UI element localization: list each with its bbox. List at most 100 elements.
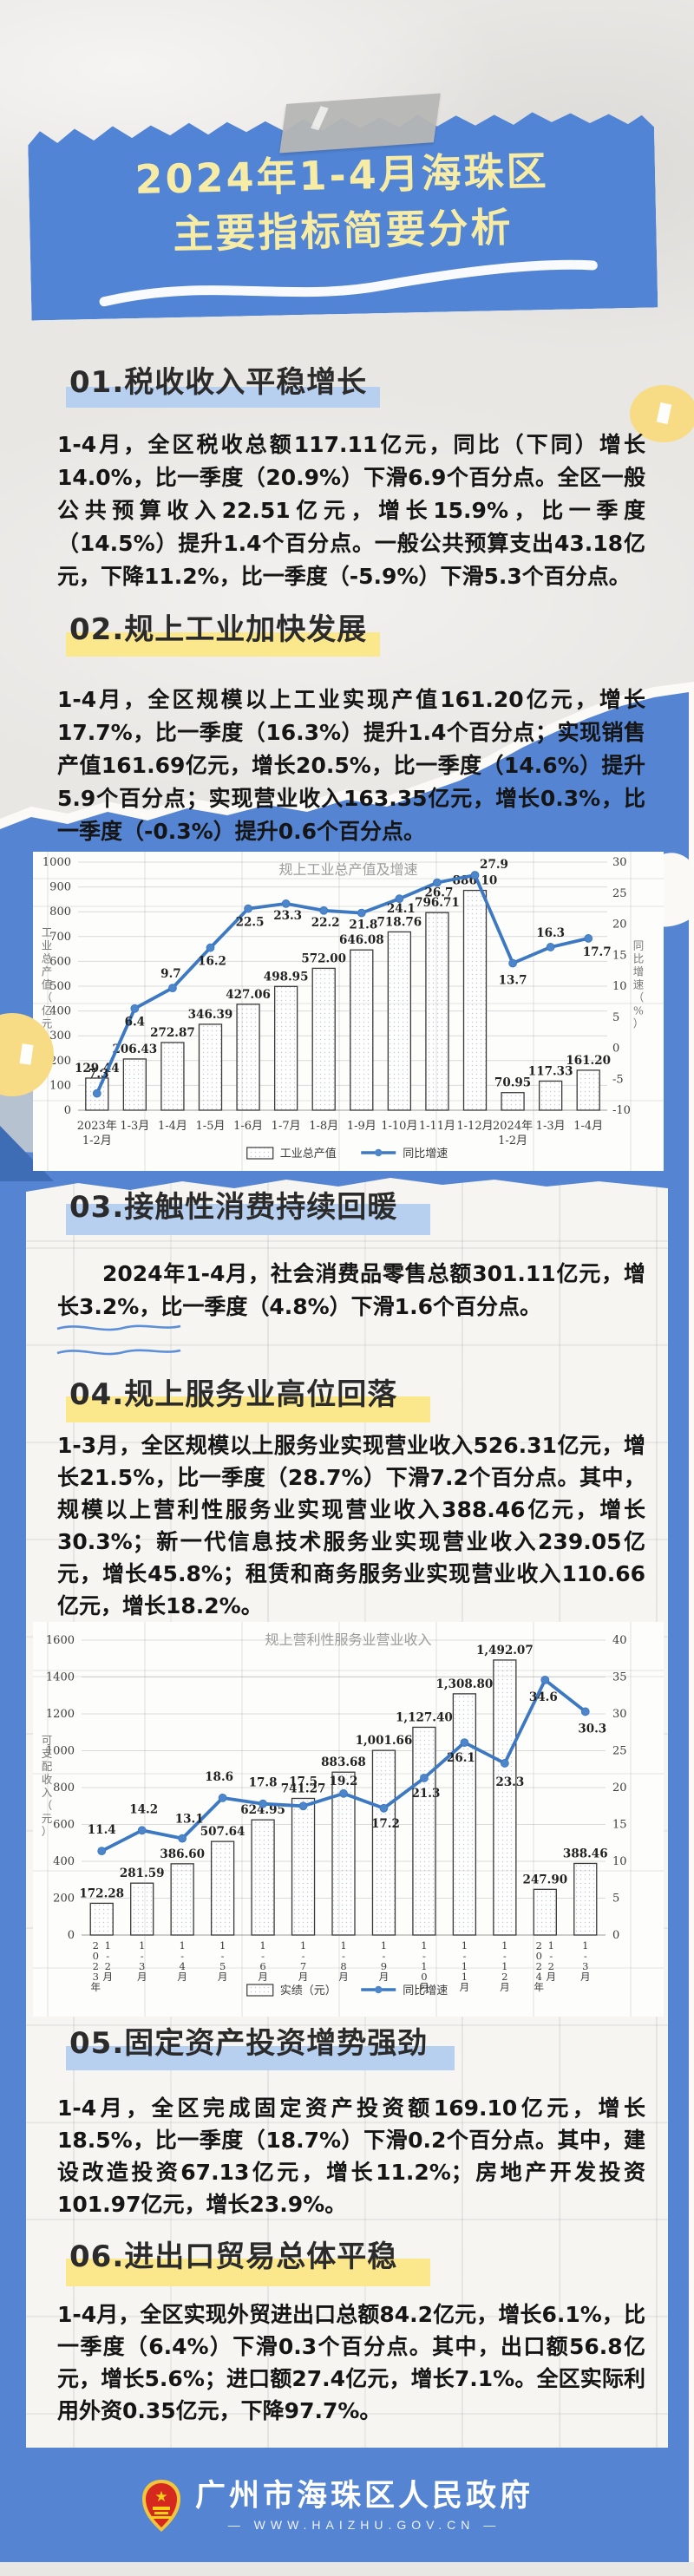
svg-text:7.3: 7.3	[88, 1068, 109, 1082]
svg-text:11.4: 11.4	[88, 1823, 116, 1837]
industrial-output-chart: 0 100 200 300 400 500 600 700 800 900 1000 -10 -5 0 5 1…	[33, 852, 664, 1171]
svg-text:1-5月: 1-5月	[218, 1939, 228, 1983]
svg-text:30.3: 30.3	[578, 1722, 606, 1736]
svg-text:1-6月: 1-6月	[233, 1120, 263, 1133]
header-banner: 2024年1-4月海珠区 主要指标简要分析	[28, 106, 658, 320]
svg-text:796.71: 796.71	[415, 896, 460, 910]
svg-text:同比增速（%）: 同比增速（%）	[633, 939, 645, 1030]
svg-text:24.1: 24.1	[387, 902, 416, 916]
svg-text:800: 800	[49, 906, 71, 919]
svg-text:624.95: 624.95	[240, 1803, 285, 1817]
svg-text:10: 10	[612, 1855, 627, 1868]
svg-text:-5: -5	[612, 1073, 624, 1086]
page-title: 2024年1-4月海珠区 主要指标简要分析	[28, 141, 657, 265]
svg-text:172.28: 172.28	[79, 1886, 124, 1900]
svg-text:1-9月: 1-9月	[379, 1939, 390, 1983]
svg-text:400: 400	[53, 1855, 75, 1868]
svg-text:427.06: 427.06	[226, 988, 271, 1002]
svg-text:25: 25	[612, 1745, 627, 1758]
svg-text:★: ★	[154, 2488, 167, 2506]
svg-text:117.33: 117.33	[528, 1064, 573, 1078]
svg-text:17.7: 17.7	[583, 945, 612, 959]
svg-text:工业总产值（亿元）: 工业总产值（亿元）	[42, 926, 53, 1043]
svg-text:2024年: 2024年	[534, 1939, 545, 1993]
heading-highlight	[66, 2046, 455, 2070]
svg-text:10: 10	[612, 980, 627, 993]
svg-text:1-8月: 1-8月	[338, 1939, 349, 1983]
svg-text:400: 400	[49, 1005, 71, 1018]
svg-text:388.46: 388.46	[563, 1847, 608, 1860]
svg-text:1-12月: 1-12月	[500, 1939, 510, 1993]
svg-text:700: 700	[49, 931, 71, 944]
svg-text:21.8: 21.8	[349, 919, 377, 932]
svg-text:1200: 1200	[46, 1708, 75, 1721]
svg-text:1-2月: 1 -2 月	[547, 1939, 557, 1983]
section-05-heading: 05.固定资产投资增势强劲	[66, 2019, 455, 2070]
svg-text:1-9月: 1-9月	[347, 1120, 376, 1133]
government-website: — WWW.HAIZHU.GOV.CN —	[227, 2518, 501, 2532]
section-04-body: 1-3月，全区规模以上服务业实现营业收入526.31亿元，增长21.5%，比一季…	[57, 1433, 645, 1618]
svg-text:1-11月: 1-11月	[419, 1120, 455, 1133]
white-swoosh-underline	[96, 257, 600, 307]
svg-text:1-4月: 1-4月	[158, 1120, 187, 1133]
svg-text:646.08: 646.08	[339, 933, 384, 947]
svg-text:741.27: 741.27	[281, 1782, 326, 1795]
svg-text:272.87: 272.87	[150, 1026, 195, 1040]
heading-highlight	[66, 632, 380, 657]
svg-text:498.95: 498.95	[264, 970, 309, 984]
svg-text:507.64: 507.64	[200, 1825, 246, 1839]
svg-text:206.43: 206.43	[113, 1043, 158, 1056]
svg-text:1,492.07: 1,492.07	[476, 1644, 534, 1657]
svg-text:247.90: 247.90	[522, 1873, 567, 1886]
svg-text:5: 5	[612, 1011, 619, 1024]
svg-text:1-11月: 1-11月	[460, 1939, 470, 1993]
svg-text:1-8月: 1-8月	[309, 1120, 338, 1133]
svg-text:1-10月: 1-10月	[419, 1939, 429, 1993]
heading-highlight	[66, 1204, 430, 1235]
svg-text:22.5: 22.5	[236, 916, 265, 930]
svg-text:25: 25	[612, 887, 627, 900]
services-revenue-chart: 0 200 400 600 800 1000 1200 1400 1600 0 5 10 15 20 25 3…	[33, 1622, 664, 2017]
svg-text:23.3: 23.3	[495, 1775, 524, 1789]
section-06-title: 06.进出口贸易总体平稳	[69, 2239, 398, 2274]
svg-text:26.7: 26.7	[424, 886, 453, 900]
svg-text:2024年1-2月: 2024年 1-2月	[493, 1120, 533, 1147]
svg-text:800: 800	[53, 1782, 75, 1795]
heading-highlight	[66, 387, 380, 408]
section-02-heading: 02.规上工业加快发展	[66, 605, 380, 657]
svg-text:1-4月: 1-4月	[177, 1939, 187, 1983]
section-03-body: 2024年1-4月，社会消费品零售总额301.11亿元，增长3.2%，比一季度（…	[57, 1261, 645, 1319]
svg-text:200: 200	[49, 1055, 71, 1068]
svg-text:1-3月: 1-3月	[580, 1939, 591, 1983]
svg-text:1-3月: 1-3月	[120, 1120, 149, 1133]
section-01-body: 1-4月，全区税收总额117.11亿元，同比（下同）增长14.0%，比一季度（2…	[57, 432, 645, 589]
svg-text:23.3: 23.3	[273, 909, 302, 923]
svg-text:16.3: 16.3	[536, 926, 565, 940]
footer-band: ★ 广州市海珠区人民政府 — WWW.HAIZHU.GOV.CN —	[0, 2448, 694, 2564]
svg-text:22.2: 22.2	[311, 916, 340, 930]
svg-text:17.8: 17.8	[249, 1776, 278, 1790]
svg-text:600: 600	[49, 955, 71, 968]
section-02-title: 02.规上工业加快发展	[69, 612, 368, 647]
svg-text:500: 500	[49, 980, 71, 993]
section-04-title: 04.规上服务业高位回落	[69, 1377, 398, 1412]
section-05-title: 05.固定资产投资增势强劲	[69, 2026, 429, 2061]
section-04-heading: 04.规上服务业高位回落	[66, 1370, 430, 1422]
svg-text:1400: 1400	[46, 1671, 75, 1684]
svg-text:0: 0	[612, 1043, 619, 1056]
svg-text:19.2: 19.2	[330, 1775, 358, 1788]
section-06-heading: 06.进出口贸易总体平稳	[66, 2233, 430, 2286]
svg-text:35: 35	[612, 1671, 627, 1684]
svg-text:1-6月: 1-6月	[258, 1939, 268, 1983]
svg-text:1-5月: 1-5月	[196, 1120, 226, 1133]
blue-wavy-lines-icon	[56, 1324, 181, 1356]
svg-text:1000: 1000	[43, 856, 71, 869]
svg-text:规上营利性服务业营业收入: 规上营利性服务业营业收入	[265, 1631, 431, 1648]
svg-text:17.2: 17.2	[371, 1817, 400, 1831]
section-03-title: 03.接触性消费持续回暖	[69, 1190, 398, 1225]
pin-icon	[656, 402, 672, 425]
svg-text:2023年: 2023年	[90, 1939, 101, 1993]
svg-text:100: 100	[49, 1079, 71, 1092]
